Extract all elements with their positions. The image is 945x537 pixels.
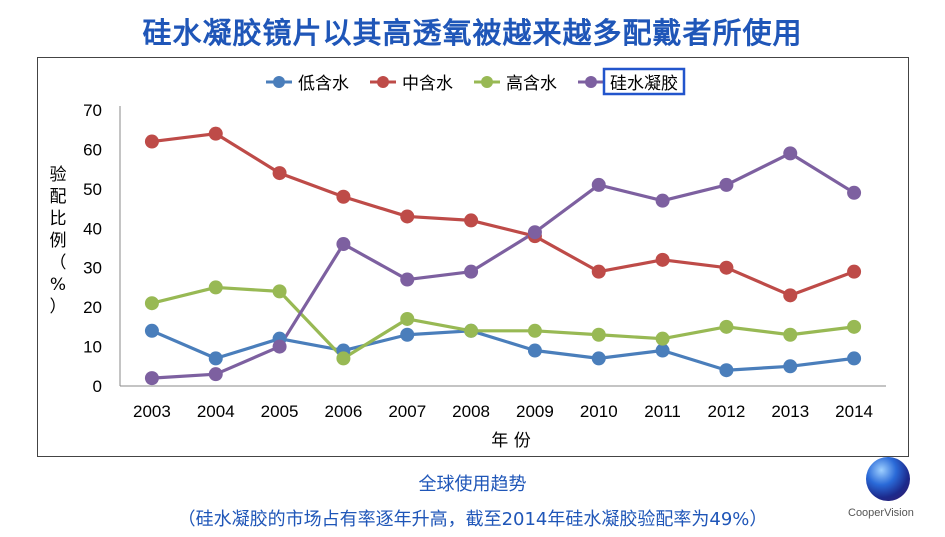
x-tick-label: 2004: [197, 402, 235, 421]
y-tick-label: 30: [83, 259, 102, 278]
chart-caption: 全球使用趋势: [418, 474, 527, 495]
x-axis-label: 年 份: [491, 431, 530, 451]
data-point: [336, 351, 351, 366]
data-point: [400, 209, 415, 224]
data-point: [464, 264, 479, 279]
x-tick-label: 2011: [644, 402, 681, 421]
data-point: [464, 213, 479, 228]
data-point: [847, 264, 862, 279]
data-point: [527, 323, 542, 338]
data-point: [655, 343, 670, 358]
data-point: [527, 225, 542, 240]
legend-label: 低含水: [298, 74, 349, 94]
data-point: [272, 284, 287, 299]
data-point: [464, 323, 479, 338]
y-tick-label: 70: [83, 101, 102, 120]
data-point: [400, 311, 415, 326]
legend-highlight-box: [602, 67, 686, 96]
data-point: [144, 134, 159, 149]
series-line: [151, 132, 855, 297]
data-point: [719, 363, 734, 378]
data-point: [144, 323, 159, 338]
legend-label: 硅水凝胶: [610, 74, 678, 94]
page-title: 硅水凝胶镜片以其高透氧被越来越多配戴者所使用: [142, 16, 803, 50]
chart-subcaption: （硅水凝胶的市场占有率逐年升高，截至2014年硅水凝胶验配率为49%）: [177, 509, 768, 530]
x-tick-label: 2013: [771, 402, 809, 421]
data-point: [783, 359, 798, 374]
data-point: [208, 126, 223, 141]
series-line: [151, 151, 855, 380]
y-tick-label: 10: [83, 338, 102, 357]
x-tick-label: 2014: [835, 402, 873, 421]
y-tick-label: 50: [83, 180, 102, 199]
data-point: [272, 166, 287, 181]
chart-frame: 低含水 中含水 高含水 硅水凝胶 0 10 20 30 40 50 60 70 2003 2004 20…: [37, 57, 909, 457]
data-point: [208, 351, 223, 366]
x-tick-label: 2008: [452, 402, 490, 421]
data-point: [400, 272, 415, 287]
x-tick-label: 2003: [133, 402, 171, 421]
coopervision-logo: CooperVision: [848, 457, 938, 527]
data-point: [847, 319, 862, 334]
x-axis: 2003 2004 2005 2006 2007 2008 2009 2010 2011 2012…: [120, 385, 886, 421]
data-point: [783, 327, 798, 342]
data-point: [336, 189, 351, 204]
data-point: [272, 339, 287, 354]
y-axis-label: 验配比例（%）: [50, 165, 67, 317]
data-point: [527, 343, 542, 358]
data-point: [400, 327, 415, 342]
x-tick-label: 2012: [708, 402, 746, 421]
data-point: [655, 252, 670, 267]
series-group: [144, 126, 862, 386]
legend-swatch-marker: [273, 76, 285, 88]
data-point: [847, 185, 862, 200]
globe-icon: [866, 457, 910, 501]
x-tick-label: 2007: [388, 402, 426, 421]
x-tick-label: 2010: [580, 402, 618, 421]
x-tick-label: 2005: [261, 402, 299, 421]
data-point: [719, 319, 734, 334]
data-point: [719, 260, 734, 275]
data-point: [591, 351, 606, 366]
data-point: [144, 371, 159, 386]
data-point: [591, 264, 606, 279]
legend-label: 中含水: [402, 74, 453, 94]
logo-text: CooperVision: [848, 507, 914, 519]
series-line: [151, 285, 855, 360]
legend-swatch-marker: [585, 76, 597, 88]
legend-swatch-marker: [377, 76, 389, 88]
y-tick-label: 60: [83, 140, 102, 159]
data-point: [783, 288, 798, 303]
data-point: [336, 237, 351, 252]
data-point: [847, 351, 862, 366]
data-point: [655, 193, 670, 208]
y-tick-label: 20: [83, 298, 102, 317]
data-point: [783, 146, 798, 161]
legend-label: 高含水: [506, 74, 557, 94]
y-axis: 0 10 20 30 40 50 60 70: [83, 101, 121, 396]
x-tick-label: 2006: [325, 402, 363, 421]
data-point: [208, 367, 223, 382]
data-point: [144, 296, 159, 311]
data-point: [591, 177, 606, 192]
y-tick-label: 0: [93, 377, 102, 396]
data-point: [655, 331, 670, 346]
y-tick-label: 40: [83, 219, 102, 238]
series-line: [151, 329, 855, 372]
legend-swatch-marker: [481, 76, 493, 88]
data-point: [591, 327, 606, 342]
x-tick-label: 2009: [516, 402, 554, 421]
legend: 低含水 中含水 高含水 硅水凝胶: [266, 67, 686, 96]
data-point: [719, 177, 734, 192]
data-point: [208, 280, 223, 295]
